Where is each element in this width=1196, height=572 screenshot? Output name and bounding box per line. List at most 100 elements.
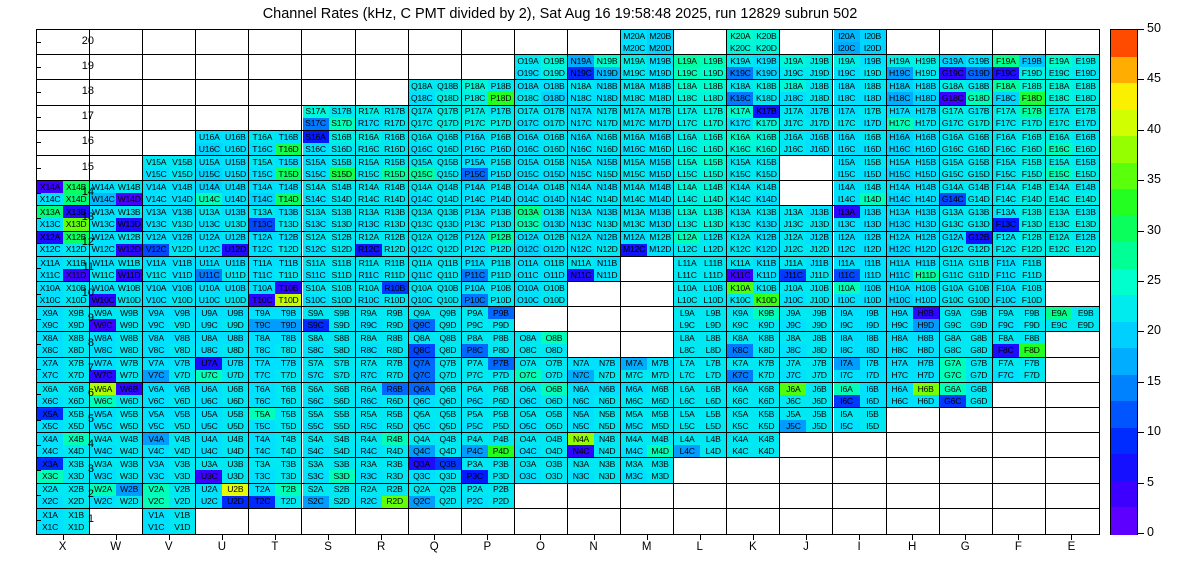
channel-label[interactable]: P3A	[461, 458, 488, 471]
heatmap-cell[interactable]: S15A S15B S15C S15D	[302, 156, 356, 181]
channel-label[interactable]: L11A	[674, 256, 701, 269]
heatmap-cell[interactable]: G18A G18B G18C G18D	[939, 80, 993, 105]
heatmap-cell[interactable]: N14A N14B N14C N14D	[568, 181, 622, 206]
channel-label[interactable]: E19B	[1072, 55, 1099, 68]
heatmap-cell[interactable]: G17A G17B G17C G17D	[939, 105, 993, 130]
heatmap-cell[interactable]: R6A R6B R6C R6D	[355, 382, 409, 407]
channel-label[interactable]: J17C	[780, 117, 807, 130]
channel-label[interactable]: V1C	[143, 521, 170, 534]
channel-label[interactable]: R4C	[355, 445, 382, 458]
channel-label[interactable]: U12B	[222, 231, 249, 244]
channel-label[interactable]: V8D	[169, 344, 196, 357]
heatmap-cell[interactable]: G15A G15B G15C G15D	[939, 156, 993, 181]
channel-label[interactable]: U2D	[222, 495, 249, 508]
channel-label[interactable]: Q14C	[408, 193, 435, 206]
channel-label[interactable]: N17C	[568, 117, 595, 130]
channel-label[interactable]: J7C	[780, 369, 807, 382]
channel-label[interactable]: G8C	[939, 344, 966, 357]
channel-label[interactable]: K13D	[753, 218, 780, 231]
channel-label[interactable]: V4B	[169, 433, 196, 446]
channel-label[interactable]: T8C	[249, 344, 276, 357]
channel-label[interactable]: T10A	[249, 282, 276, 295]
channel-label[interactable]: K9A	[727, 307, 754, 320]
channel-label[interactable]: P5D	[487, 420, 514, 433]
heatmap-cell[interactable]: L18A L18B L18C L18D	[674, 80, 728, 105]
channel-label[interactable]: F16C	[992, 142, 1019, 155]
heatmap-cell[interactable]: K15A K15B K15C K15D	[727, 156, 781, 181]
channel-label[interactable]: R12C	[355, 243, 382, 256]
channel-label[interactable]: X14D	[63, 193, 90, 206]
channel-label[interactable]: X3C	[37, 470, 64, 483]
channel-label[interactable]: O12B	[540, 231, 567, 244]
heatmap-cell[interactable]: N3A N3B N3C N3D	[568, 458, 622, 483]
channel-label[interactable]: L9B	[700, 307, 727, 320]
heatmap-cell[interactable]	[515, 307, 568, 332]
channel-label[interactable]: L14D	[700, 193, 727, 206]
channel-label[interactable]: Q9C	[408, 319, 435, 332]
channel-label[interactable]: G11C	[939, 268, 966, 281]
channel-label[interactable]: Q14A	[408, 181, 435, 194]
heatmap-cell[interactable]: O4A O4B O4C O4D	[514, 433, 568, 458]
channel-label[interactable]: M16B	[647, 130, 674, 143]
channel-label[interactable]: R9C	[355, 319, 382, 332]
channel-label[interactable]: S17C	[302, 117, 329, 130]
heatmap-cell[interactable]: O11A O11B O11C O11D	[514, 256, 568, 281]
channel-label[interactable]: I19A	[833, 55, 860, 68]
heatmap-cell[interactable]: K6A K6B K6C K6D	[727, 382, 781, 407]
channel-label[interactable]: E13D	[1072, 218, 1099, 231]
channel-label[interactable]: H8A	[886, 332, 913, 345]
channel-label[interactable]: H8D	[912, 344, 939, 357]
channel-label[interactable]: E16A	[1045, 130, 1073, 143]
channel-label[interactable]: H16B	[912, 130, 939, 143]
channel-label[interactable]: K8B	[753, 332, 780, 345]
channel-label[interactable]: M6A	[621, 382, 648, 395]
heatmap-cell[interactable]: M14A M14B M14C M14D	[621, 181, 675, 206]
channel-label[interactable]: O16A	[514, 130, 541, 143]
heatmap-cell[interactable]: U15A U15B U15C U15D	[196, 156, 250, 181]
heatmap-cell[interactable]: J19A J19B J19C J19D	[780, 55, 834, 80]
heatmap-cell[interactable]: G9A G9B G9C G9D	[939, 307, 993, 332]
heatmap-cell[interactable]: O3A O3B O3C O3D	[514, 458, 568, 483]
channel-label[interactable]: T8A	[249, 332, 276, 345]
channel-label[interactable]: E13B	[1072, 206, 1099, 219]
channel-label[interactable]: E12D	[1072, 243, 1099, 256]
channel-label[interactable]: O11B	[540, 256, 567, 269]
channel-label[interactable]: V4D	[169, 445, 196, 458]
channel-label[interactable]: P15A	[461, 156, 488, 169]
channel-label[interactable]: T6B	[275, 382, 302, 395]
heatmap-cell[interactable]: Q9A Q9B Q9C Q9D	[408, 307, 462, 332]
channel-label[interactable]: E16B	[1072, 130, 1099, 143]
heatmap-cell[interactable]: K10A K10B K10C K10D	[727, 282, 781, 307]
channel-label[interactable]: P5C	[461, 420, 488, 433]
channel-label[interactable]: V12D	[169, 243, 196, 256]
channel-label[interactable]: M18D	[647, 92, 674, 105]
channel-label[interactable]: I18D	[859, 92, 886, 105]
channel-label[interactable]: F10C	[992, 294, 1019, 307]
heatmap-cell[interactable]: X9A X9B X9C X9D	[37, 307, 91, 332]
channel-label[interactable]: L12B	[700, 231, 727, 244]
channel-label[interactable]: G10A	[939, 282, 966, 295]
channel-label[interactable]: U11C	[196, 268, 223, 281]
heatmap-cell[interactable]: H10A H10B H10C H10D	[886, 282, 940, 307]
heatmap-cell[interactable]: H13A H13B H13C H13D	[886, 206, 940, 231]
channel-label[interactable]: F14C	[992, 193, 1019, 206]
channel-label[interactable]: O15D	[540, 168, 567, 181]
heatmap-cell[interactable]: N19A N19B N19C N19D	[568, 55, 622, 80]
channel-label[interactable]: Q7D	[434, 369, 461, 382]
channel-label[interactable]: O8A	[514, 332, 541, 345]
channel-label[interactable]: X3A	[37, 458, 64, 471]
heatmap-cell[interactable]	[887, 30, 940, 55]
channel-label[interactable]: I12A	[833, 231, 860, 244]
channel-label[interactable]: O6B	[540, 382, 567, 395]
channel-label[interactable]: M12A	[621, 231, 648, 244]
channel-label[interactable]: F13C	[992, 218, 1019, 231]
heatmap-cell[interactable]: V11A V11B V11C V11D	[143, 256, 197, 281]
channel-label[interactable]: Q18C	[408, 92, 435, 105]
channel-label[interactable]: V2D	[169, 495, 196, 508]
channel-label[interactable]: J13B	[806, 206, 833, 219]
heatmap-cell[interactable]: R7A R7B R7C R7D	[355, 357, 409, 382]
channel-label[interactable]: K19C	[727, 67, 754, 80]
channel-label[interactable]: T4D	[275, 445, 302, 458]
channel-label[interactable]: L19D	[700, 67, 727, 80]
channel-label[interactable]: S9C	[302, 319, 329, 332]
